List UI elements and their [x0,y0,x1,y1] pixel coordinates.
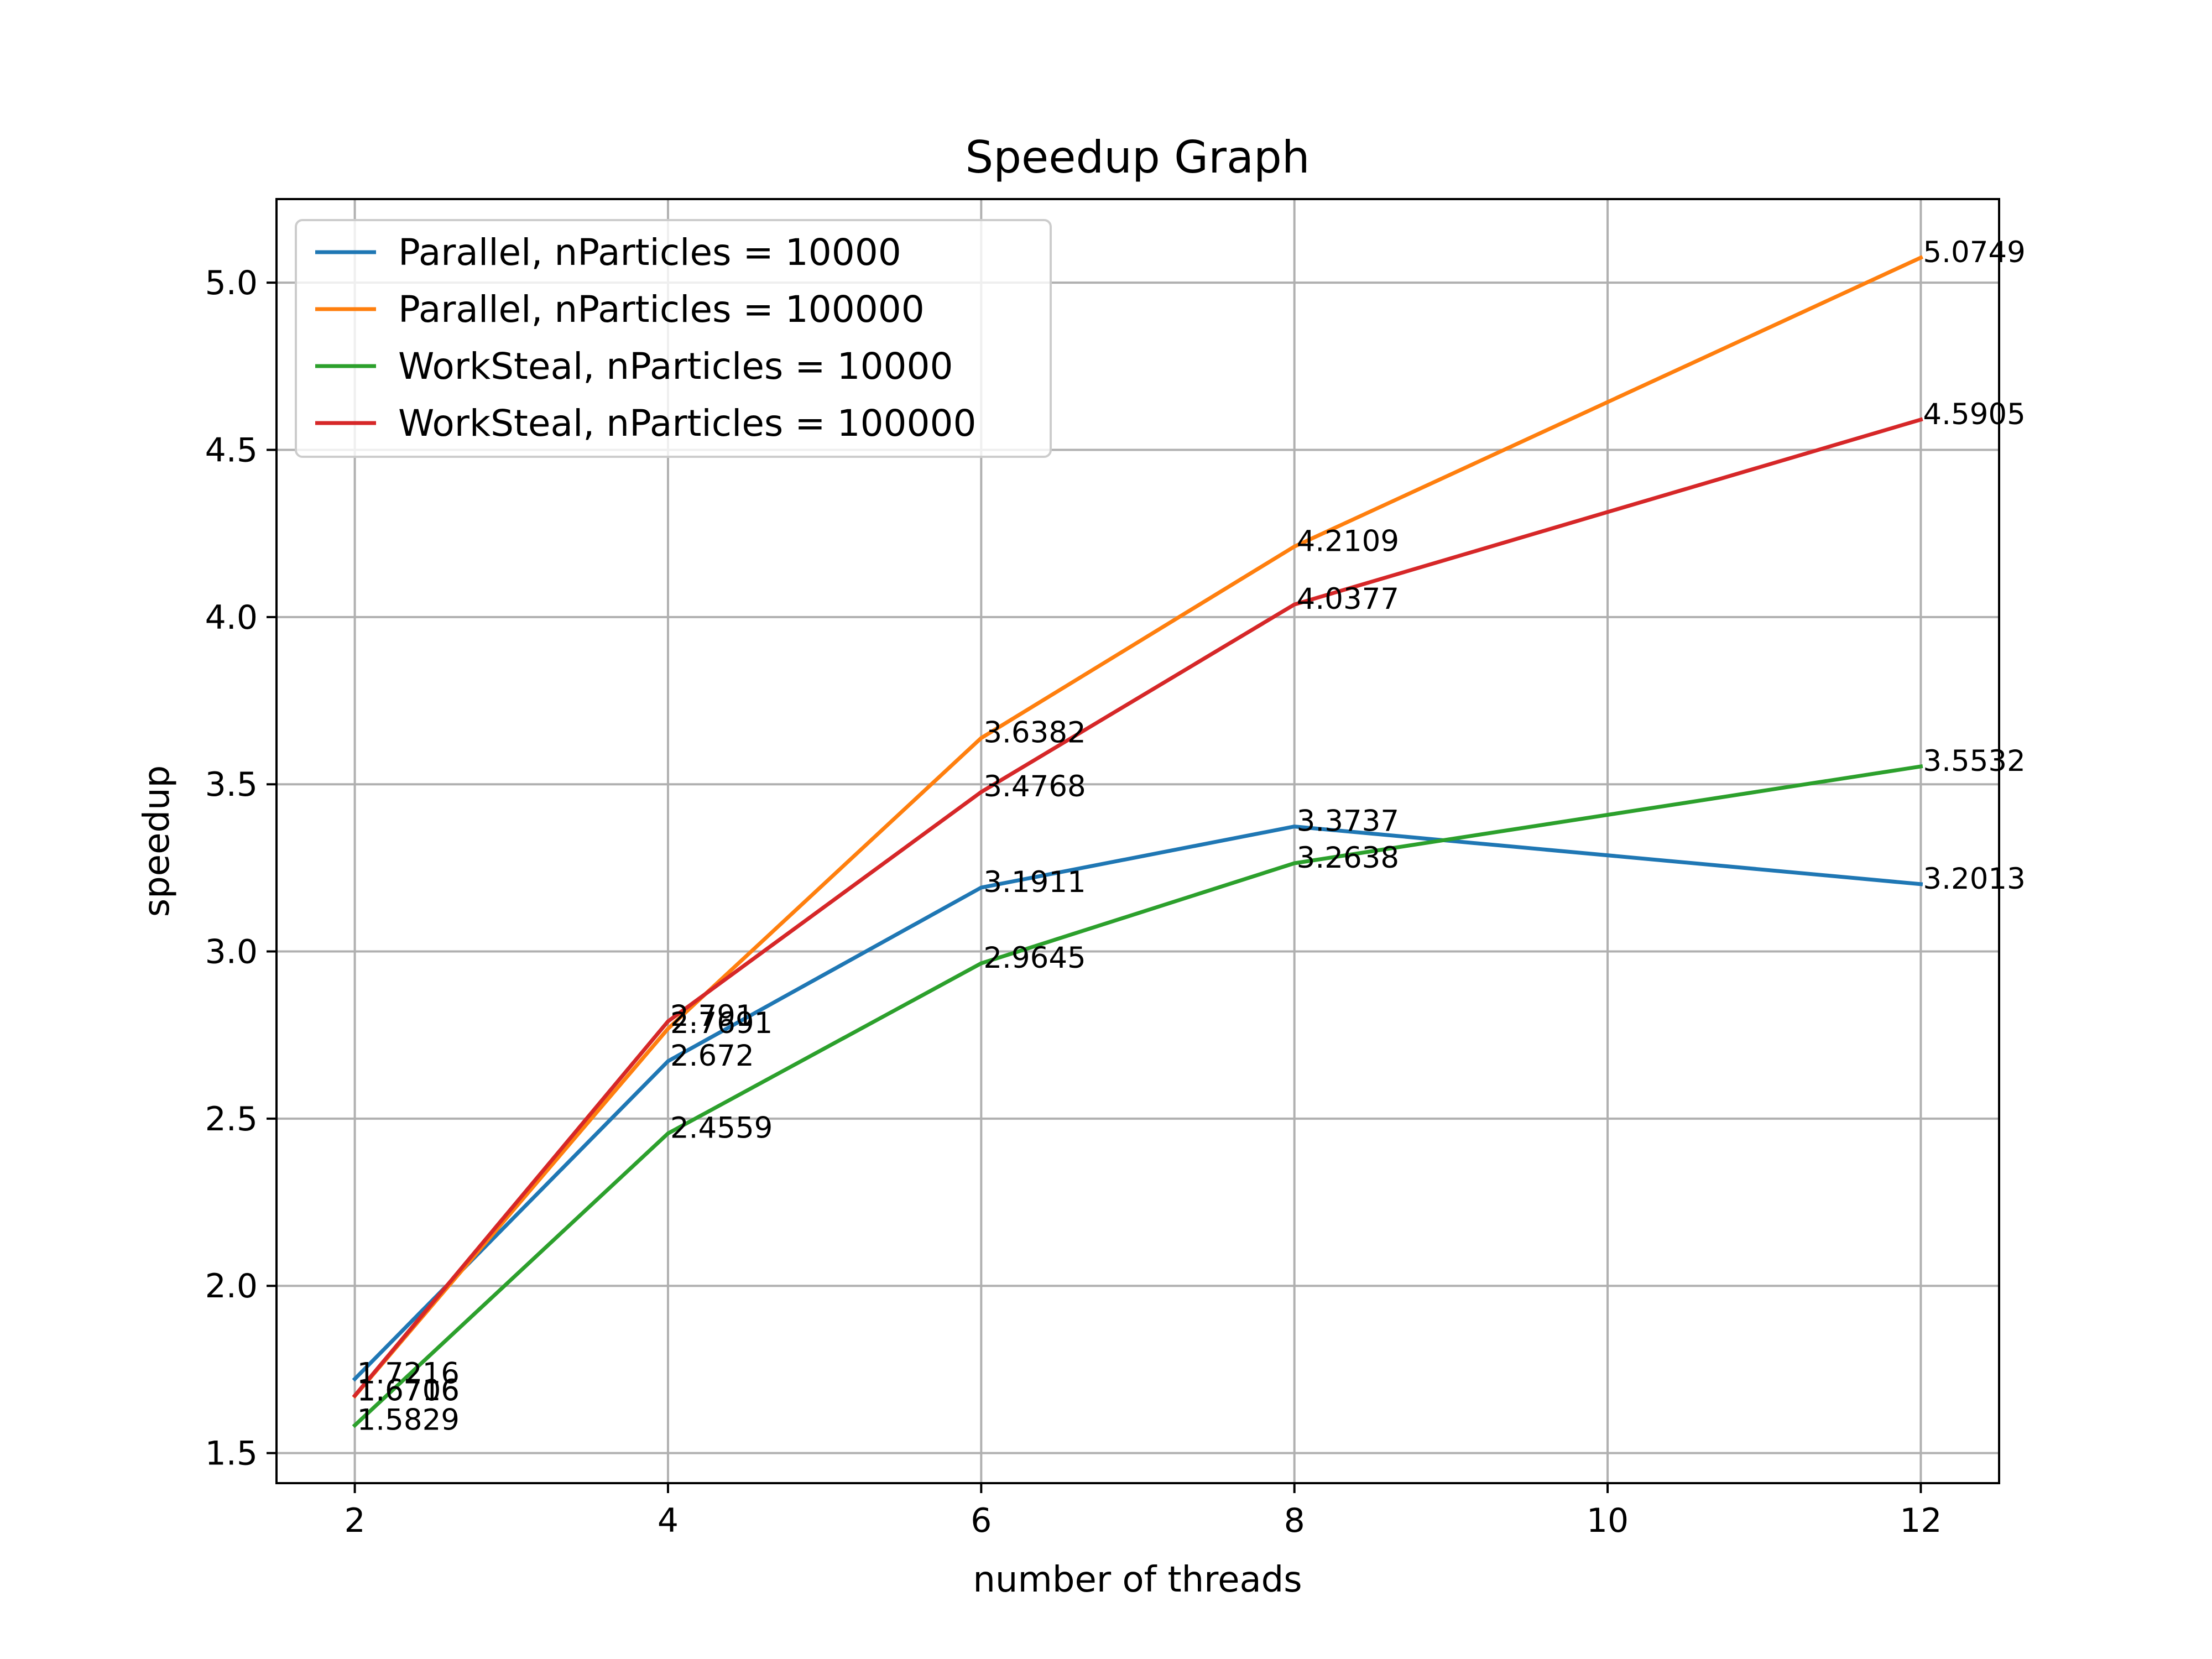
x-tick-label: 12 [1900,1501,1942,1540]
data-label: 1.6706 [357,1374,460,1407]
legend-entry-2: WorkSteal, nParticles = 10000 [398,345,953,388]
data-label: 3.2013 [1923,862,2025,896]
grid [276,199,1999,1483]
data-labels: 1.7216 2.672 3.1911 3.3737 3.2013 1.6706 2.769… [357,236,2026,1437]
legend: Parallel, nParticles = 10000 Parallel, nP… [295,219,1052,458]
series-line-3 [352,417,1923,1399]
data-label: 3.4768 [983,770,1086,804]
series-lines [352,255,1924,1428]
axis-ticks: 2 4 6 8 10 12 1.5 2.0 2.5 3.0 3.5 4.0 4.5 5.0 [205,264,1942,1540]
y-tick-label: 4.0 [205,598,258,637]
data-label: 3.1911 [983,865,1086,899]
series-line-0 [352,825,1923,1382]
data-label: 2.4559 [670,1112,773,1145]
y-tick-label: 3.0 [205,933,258,972]
data-label: 3.2638 [1297,841,1399,875]
data-label: 3.5532 [1923,744,2025,778]
data-label: 1.6716 [357,1374,460,1407]
y-tick-label: 2.5 [205,1100,258,1139]
series-line-2 [352,764,1923,1428]
y-tick-label: 3.5 [205,765,258,804]
x-axis-label: number of threads [973,1559,1302,1600]
x-tick-label: 6 [971,1501,992,1540]
y-tick-label: 1.5 [205,1434,258,1473]
x-tick-label: 2 [344,1501,365,1540]
x-tick-label: 8 [1284,1501,1305,1540]
data-label: 4.5905 [1923,398,2025,431]
chart-title: Speedup Graph [965,132,1310,183]
data-label: 2.9645 [983,941,1086,975]
data-label: 2.672 [670,1039,754,1073]
series-line-1 [352,255,1924,1399]
y-tick-label: 4.5 [205,431,258,470]
y-tick-label: 2.0 [205,1267,258,1306]
x-tick-label: 10 [1587,1501,1629,1540]
x-tick-label: 4 [658,1501,679,1540]
legend-entry-1: Parallel, nParticles = 100000 [398,288,925,331]
data-label: 3.6382 [983,716,1086,750]
data-label: 4.0377 [1297,582,1399,616]
data-label: 5.0749 [1923,236,2025,269]
data-label: 4.2109 [1297,524,1399,558]
data-label: 3.3737 [1297,805,1399,838]
legend-box [295,219,1052,458]
legend-entry-3: WorkSteal, nParticles = 100000 [398,402,977,445]
data-label: 1.5829 [357,1403,460,1437]
data-label: 1.7216 [357,1357,460,1391]
y-tick-label: 5.0 [205,264,258,302]
data-label: 2.7691 [670,1006,773,1040]
plot-frame [275,198,2000,1484]
data-label: 2.791 [670,999,754,1033]
legend-entry-0: Parallel, nParticles = 10000 [398,231,901,274]
y-axis-label: speedup [137,765,178,917]
